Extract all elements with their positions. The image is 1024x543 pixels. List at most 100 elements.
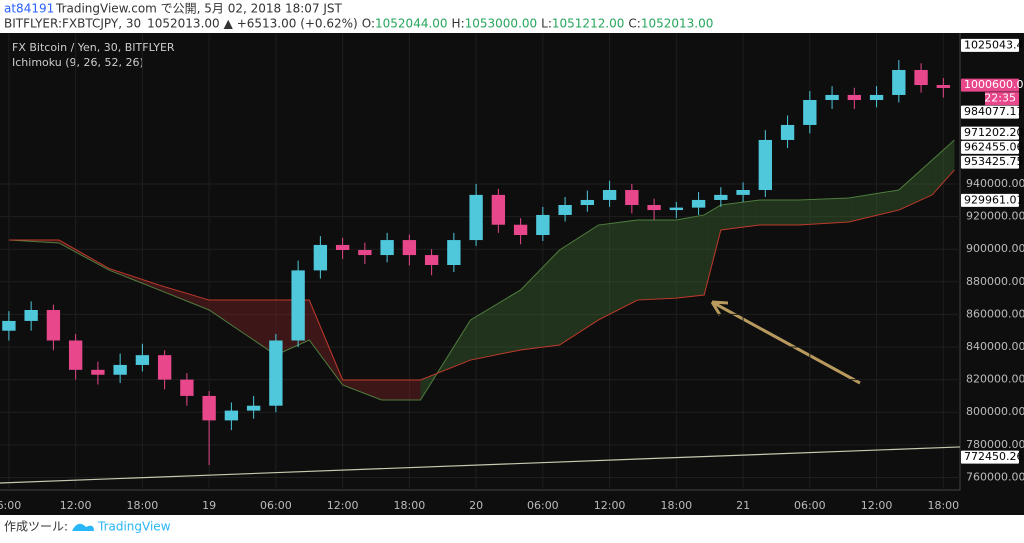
price-label: 929961.01 xyxy=(964,193,1024,206)
cloud-fill xyxy=(798,197,849,226)
chart-background xyxy=(0,33,1024,515)
x-tick-label: 20 xyxy=(469,499,483,512)
candle-body xyxy=(625,190,639,206)
y-tick-label: 800000.00 xyxy=(966,405,1024,418)
chart-title: FX Bitcoin / Yen, 30, BITFLYER xyxy=(12,41,175,54)
countdown: 22:35 xyxy=(984,92,1016,105)
cloud-fill xyxy=(676,214,705,299)
candle-body xyxy=(780,124,795,140)
annotation-arrow xyxy=(710,300,861,385)
candle-body xyxy=(180,379,194,396)
y-tick-label: 900000.00 xyxy=(966,242,1024,255)
x-tick-label: 06:00 xyxy=(527,499,559,512)
tradingview-logo xyxy=(72,523,94,531)
x-tick-label: 12:00 xyxy=(861,499,893,512)
cloud-fill xyxy=(559,225,599,346)
candle-body xyxy=(892,70,906,95)
price-label-box xyxy=(961,193,1019,207)
candle-body xyxy=(936,85,950,88)
y-tick-label: 760000.00 xyxy=(966,470,1024,483)
candle-body xyxy=(469,194,483,241)
cloud-fill xyxy=(209,300,276,356)
chart-subtitle: Ichimoku (9, 26, 52, 26) xyxy=(12,56,144,69)
candle-body xyxy=(669,207,684,211)
ohlc-label: L: xyxy=(541,17,552,31)
price-label-box xyxy=(961,155,1019,169)
candle-body xyxy=(358,250,372,256)
price-label-box xyxy=(961,78,1019,92)
price-label: 971202.20 xyxy=(964,126,1024,139)
cloud-fill xyxy=(598,220,638,320)
ichimoku-span-a xyxy=(8,139,955,401)
candle-body xyxy=(135,355,150,365)
x-tick-label: 21 xyxy=(736,499,750,512)
candle-body xyxy=(113,364,127,375)
candle-body xyxy=(602,190,617,200)
x-tick-label: 18:00 xyxy=(394,499,426,512)
trend-line xyxy=(0,446,961,484)
candle-body xyxy=(491,194,506,225)
price-label-box xyxy=(961,38,1019,52)
candle-body xyxy=(714,194,728,200)
candle-body xyxy=(46,310,61,341)
user: at84191 xyxy=(4,2,54,16)
last-price: 1052013.00 xyxy=(147,17,220,31)
cloud-fill xyxy=(720,199,760,230)
x-tick-label: 12:00 xyxy=(60,499,92,512)
ichimoku-span-b xyxy=(8,169,955,381)
symbol: BITFLYER:FXBTCJPY, 30 xyxy=(4,17,141,31)
candle-body xyxy=(335,244,350,251)
candle-body xyxy=(447,240,461,266)
symbol-line: BITFLYER:FXBTCJPY, 30 xyxy=(4,17,141,31)
cloud-fill xyxy=(381,379,421,401)
y-tick-label: 920000.00 xyxy=(966,210,1024,223)
ohlc-label: O: xyxy=(362,17,375,31)
ohlc-value: 1052044.00 xyxy=(375,17,448,31)
candle-body xyxy=(647,205,661,211)
price-label-box xyxy=(961,140,1019,154)
x-tick-label: 06:00 xyxy=(260,499,292,512)
y-tick-label: 780000.00 xyxy=(966,438,1024,451)
y-tick-label: 880000.00 xyxy=(966,275,1024,288)
candle-body xyxy=(224,410,239,421)
candle-body xyxy=(157,355,172,380)
candle-body xyxy=(847,94,861,101)
candle-body xyxy=(691,199,706,208)
change: ▲ +6513.00 (+0.62%) xyxy=(224,17,358,31)
price-label: 984077.17 xyxy=(964,105,1024,118)
candle-body xyxy=(536,214,550,236)
cloud-fill xyxy=(159,285,210,311)
candle-body xyxy=(402,240,417,256)
footer-brand[interactable]: TradingView xyxy=(97,520,171,534)
y-tick-label: 860000.00 xyxy=(966,307,1024,320)
candle-body xyxy=(758,139,773,191)
ohlc-value: 1052013.00 xyxy=(641,17,714,31)
price-label: 772450.26 xyxy=(964,450,1024,463)
y-tick-label: 820000.00 xyxy=(966,373,1024,386)
price-label-box xyxy=(961,105,1019,119)
x-tick-label: 6:00 xyxy=(0,499,21,512)
candle-body xyxy=(246,405,261,411)
countdown-box xyxy=(985,92,1019,106)
candle-body xyxy=(2,320,16,331)
candle-body xyxy=(736,190,750,195)
x-tick-label: 18:00 xyxy=(927,499,959,512)
y-tick-label: 940000.00 xyxy=(966,177,1024,190)
candle-body xyxy=(68,340,83,370)
candle-body xyxy=(202,395,216,421)
candle-body xyxy=(380,240,394,256)
cloud-fill xyxy=(704,205,721,296)
y-tick-label: 840000.00 xyxy=(966,340,1024,353)
candle-body xyxy=(803,100,817,125)
x-tick-label: 06:00 xyxy=(794,499,826,512)
cloud-fill xyxy=(470,289,521,361)
ohlc-label: H: xyxy=(452,17,465,31)
price-label: 962455.06 xyxy=(964,140,1024,153)
price-label: 953425.75 xyxy=(964,155,1024,168)
cloud-fill xyxy=(932,139,955,195)
x-tick-label: 12:00 xyxy=(327,499,359,512)
candle-body xyxy=(825,94,839,101)
candle-body xyxy=(313,244,328,271)
price-label-box xyxy=(961,126,1019,140)
candle-body xyxy=(580,199,595,206)
